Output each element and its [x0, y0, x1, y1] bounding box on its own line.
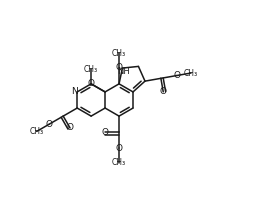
- Text: O: O: [101, 128, 108, 137]
- Text: O: O: [45, 120, 53, 129]
- Text: O: O: [115, 144, 122, 153]
- Text: O: O: [159, 87, 166, 96]
- Text: O: O: [115, 63, 122, 72]
- Text: O: O: [87, 79, 94, 88]
- Text: N: N: [71, 87, 78, 96]
- Text: CH₃: CH₃: [29, 127, 44, 136]
- Text: CH₃: CH₃: [112, 49, 126, 58]
- Text: CH₃: CH₃: [84, 65, 98, 74]
- Text: CH₃: CH₃: [112, 158, 126, 167]
- Text: CH₃: CH₃: [183, 69, 197, 77]
- Text: O: O: [66, 124, 73, 132]
- Text: O: O: [172, 71, 180, 80]
- Text: NH: NH: [117, 67, 129, 76]
